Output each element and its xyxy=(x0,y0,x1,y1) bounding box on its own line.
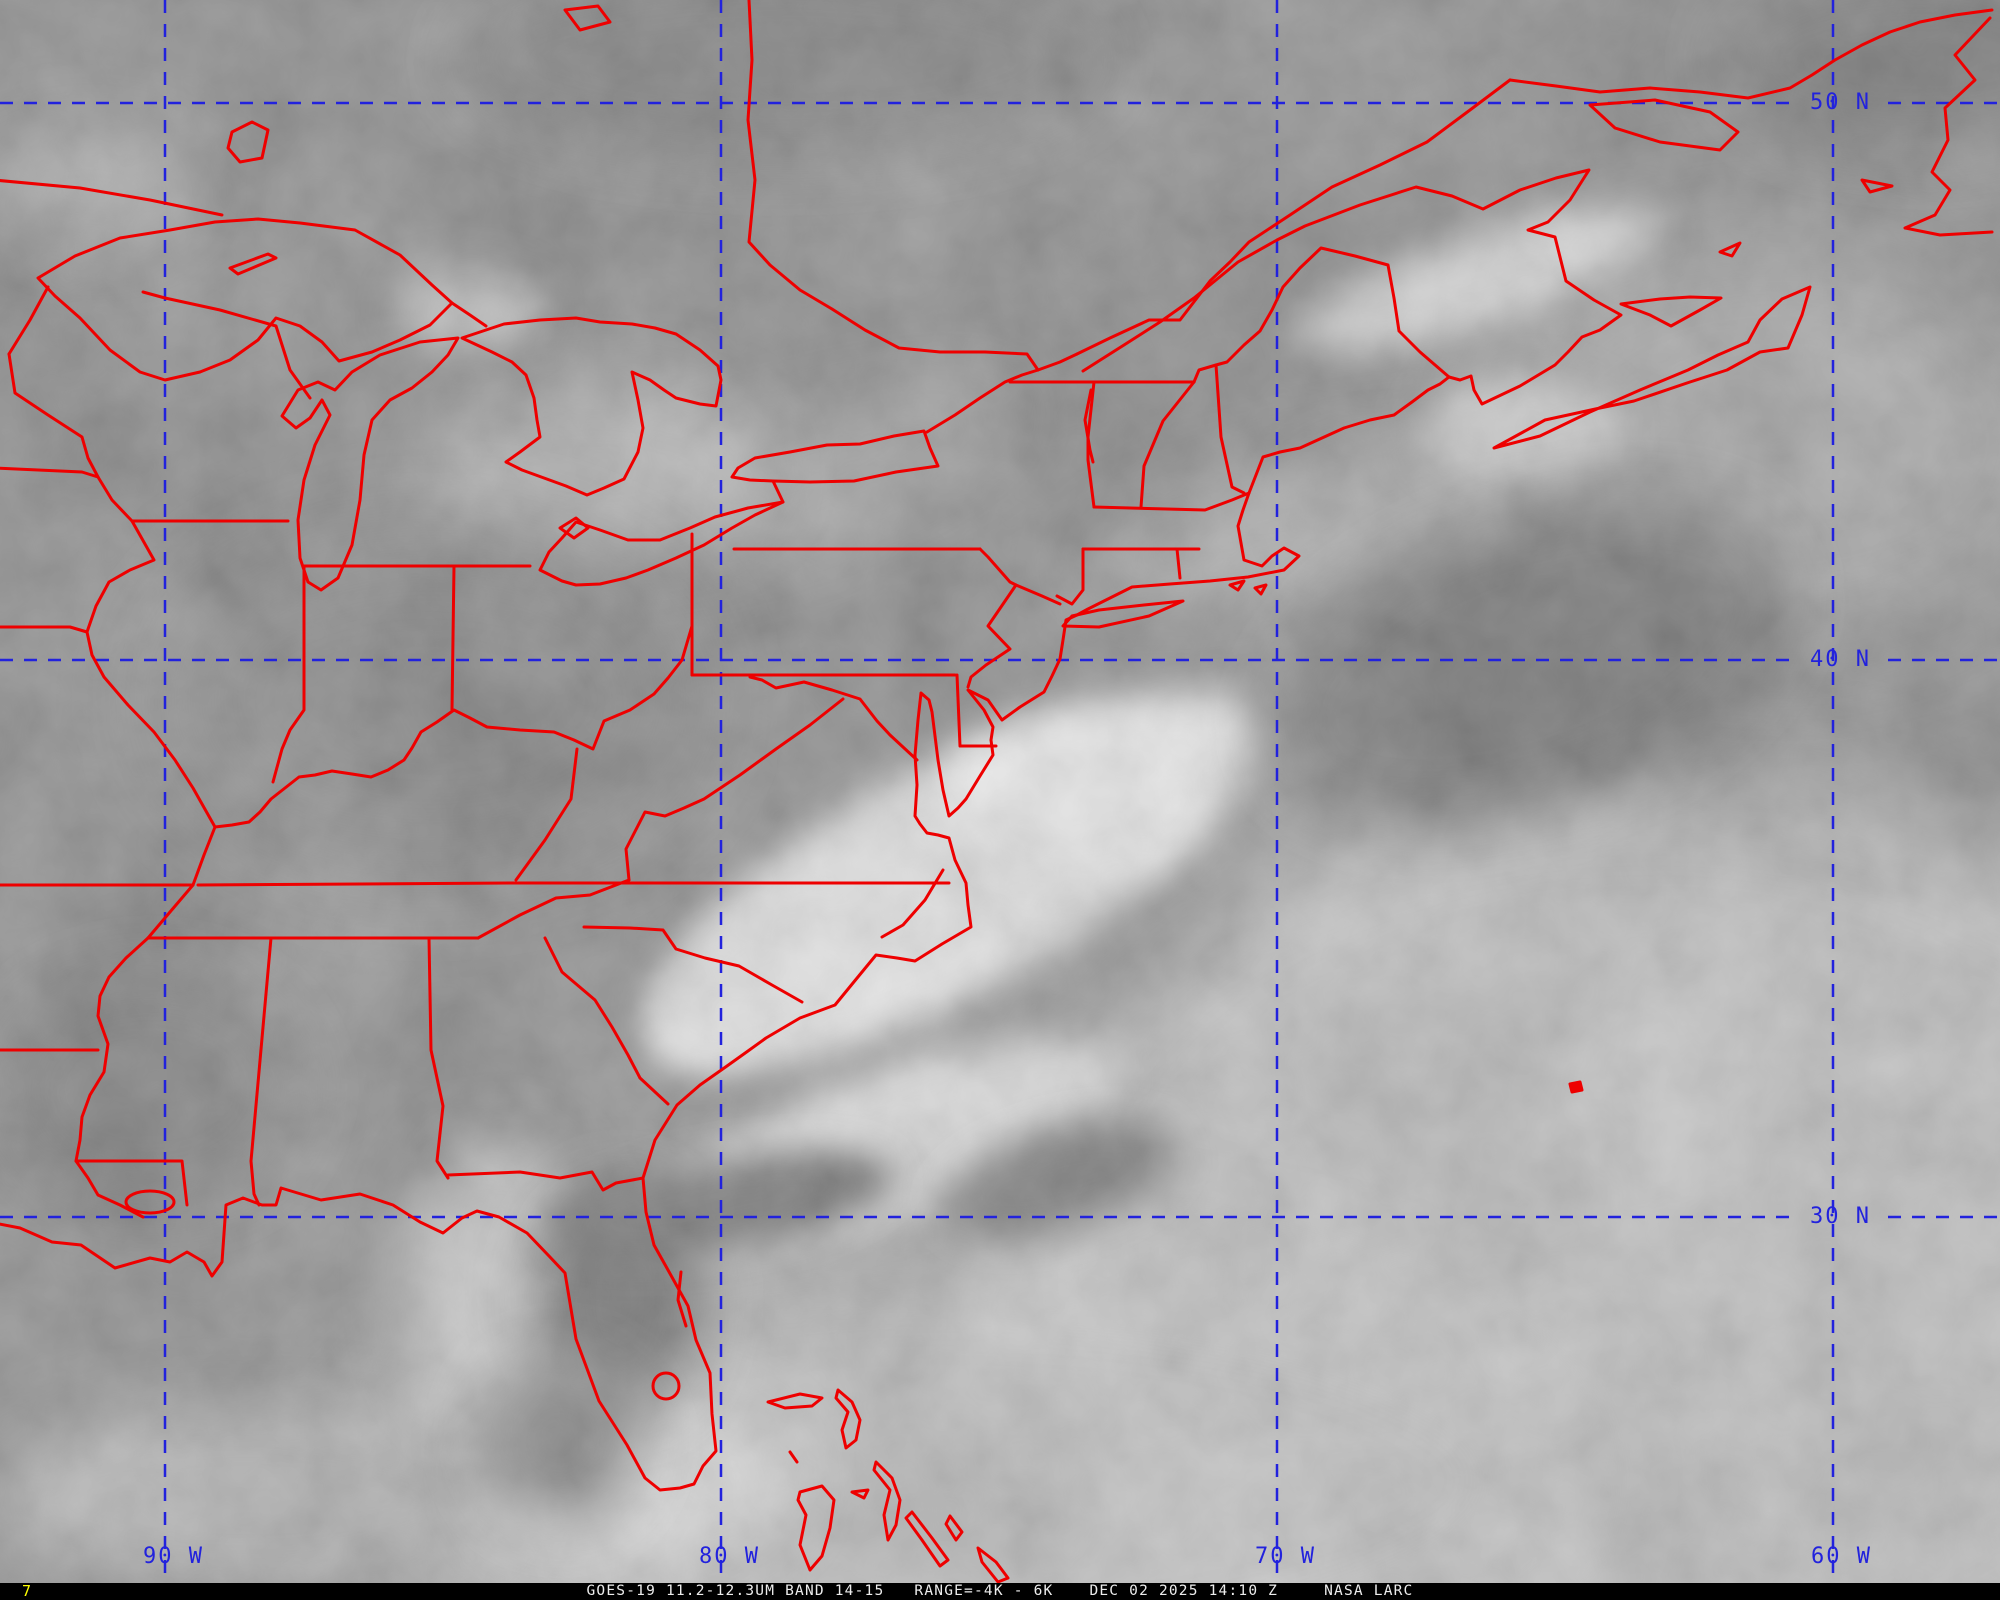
andros-island xyxy=(796,1484,836,1572)
coastline-us xyxy=(0,375,1451,1492)
gridlabel-60W: 60 W xyxy=(1811,1544,1872,1569)
caption-range: RANGE=-4K - 6K xyxy=(914,1583,1054,1599)
lake-st-clair xyxy=(558,516,590,540)
gridlabel-30N: 30 N xyxy=(1810,1204,1871,1229)
al-ms-border xyxy=(249,936,273,1207)
long-island xyxy=(1061,599,1185,629)
lake-ontario xyxy=(730,429,940,484)
lake-michigan xyxy=(280,336,460,592)
nova-scotia xyxy=(1492,285,1812,450)
canaveral-lagoon xyxy=(676,1270,688,1328)
new-providence xyxy=(850,1488,870,1500)
ny-vt-border xyxy=(1086,380,1096,509)
lake-champlain xyxy=(1083,388,1095,464)
fl-ga-border xyxy=(446,1170,645,1192)
sault-channel xyxy=(450,301,488,328)
lake-superior xyxy=(36,217,454,382)
caption-credit: NASA LARC xyxy=(1324,1583,1414,1599)
grand-bahama xyxy=(766,1392,824,1410)
gridlabel-40N: 40 N xyxy=(1810,647,1871,672)
us-canada-west-border xyxy=(0,179,224,217)
wv-va-border xyxy=(624,697,845,882)
isle-royale xyxy=(228,252,278,276)
mississippi-river-lower xyxy=(74,825,217,1219)
lake-okeechobee xyxy=(651,1371,681,1401)
lake-nipigon xyxy=(226,120,270,164)
gridlabel-50N: 50 N xyxy=(1810,90,1871,115)
vt-nh-border xyxy=(1139,380,1196,509)
long-island-bahamas xyxy=(976,1546,1010,1584)
nj-ny-border xyxy=(1014,583,1062,606)
st-lawrence-north-shore xyxy=(1075,78,1512,356)
gridlabel-70W: 70 W xyxy=(1255,1544,1316,1569)
gridlabel-80W: 80 W xyxy=(699,1544,760,1569)
ga-sc-border xyxy=(543,936,670,1106)
maine-canada-border xyxy=(1192,246,1451,384)
mn-ia-border xyxy=(0,466,100,479)
caption-datetime: DEC 02 2025 14:10 Z xyxy=(1089,1583,1279,1599)
bermuda xyxy=(1568,1080,1584,1094)
lake-erie xyxy=(538,500,785,587)
wi-mi-border xyxy=(141,290,312,400)
eleuthera xyxy=(872,1460,902,1542)
potomac-river xyxy=(748,675,919,762)
caption-instrument: GOES-19 11.2-12.3UM BAND 14-15 xyxy=(586,1583,885,1599)
ms-la-border xyxy=(74,1159,189,1207)
delaware-river xyxy=(966,547,1018,689)
abaco-island xyxy=(834,1388,862,1450)
gulf-north-shore xyxy=(1508,8,1994,100)
st-lawrence-south-shore xyxy=(1081,168,1623,406)
mississippi-river-upper xyxy=(7,352,217,829)
newfoundland-sliver xyxy=(1860,178,1894,194)
magdalen-islands xyxy=(1718,241,1742,258)
bimini xyxy=(788,1450,799,1464)
ga-al-border xyxy=(427,936,450,1180)
marthas-vineyard xyxy=(1228,579,1246,592)
lake-pontchartrain xyxy=(124,1189,176,1215)
lake-huron-georgian-bay xyxy=(460,316,723,497)
caption-bar: 7 GOES-19 11.2-12.3UM BAND 14-15 RANGE=-… xyxy=(0,1583,2000,1600)
st-lawrence-river xyxy=(925,352,1079,434)
nantucket xyxy=(1253,583,1268,596)
nh-me-border xyxy=(1214,363,1246,495)
newfoundland-west xyxy=(1903,16,1994,237)
ohio-river xyxy=(213,624,694,829)
ma-north-border xyxy=(1092,491,1251,512)
anticosti-island xyxy=(1588,98,1740,152)
ia-mo-border xyxy=(0,625,89,634)
nc-sc-border xyxy=(582,925,804,1004)
ct-ri-border xyxy=(1175,547,1182,580)
ky-tn-border xyxy=(196,881,518,887)
on-qc-border xyxy=(746,0,1040,372)
cat-island xyxy=(944,1514,964,1542)
ct-ny-border xyxy=(1055,547,1085,606)
ky-va-border xyxy=(514,747,579,882)
james-bay-lake xyxy=(563,4,612,32)
pamlico-sound xyxy=(880,868,945,939)
gridlabel-90W: 90 W xyxy=(143,1544,204,1569)
prince-edward-island xyxy=(1619,295,1723,328)
il-in-border xyxy=(271,564,306,784)
niagara-river xyxy=(771,479,785,504)
mn-wi-border xyxy=(7,285,50,356)
frame-number: 7 xyxy=(22,1582,33,1600)
in-oh-border xyxy=(450,564,456,712)
exuma-chain xyxy=(904,1510,950,1568)
caption-text: GOES-19 11.2-12.3UM BAND 14-15 RANGE=-4K… xyxy=(587,1583,1414,1600)
nc-tn-border xyxy=(476,878,631,940)
delaware-west-border xyxy=(955,673,998,748)
